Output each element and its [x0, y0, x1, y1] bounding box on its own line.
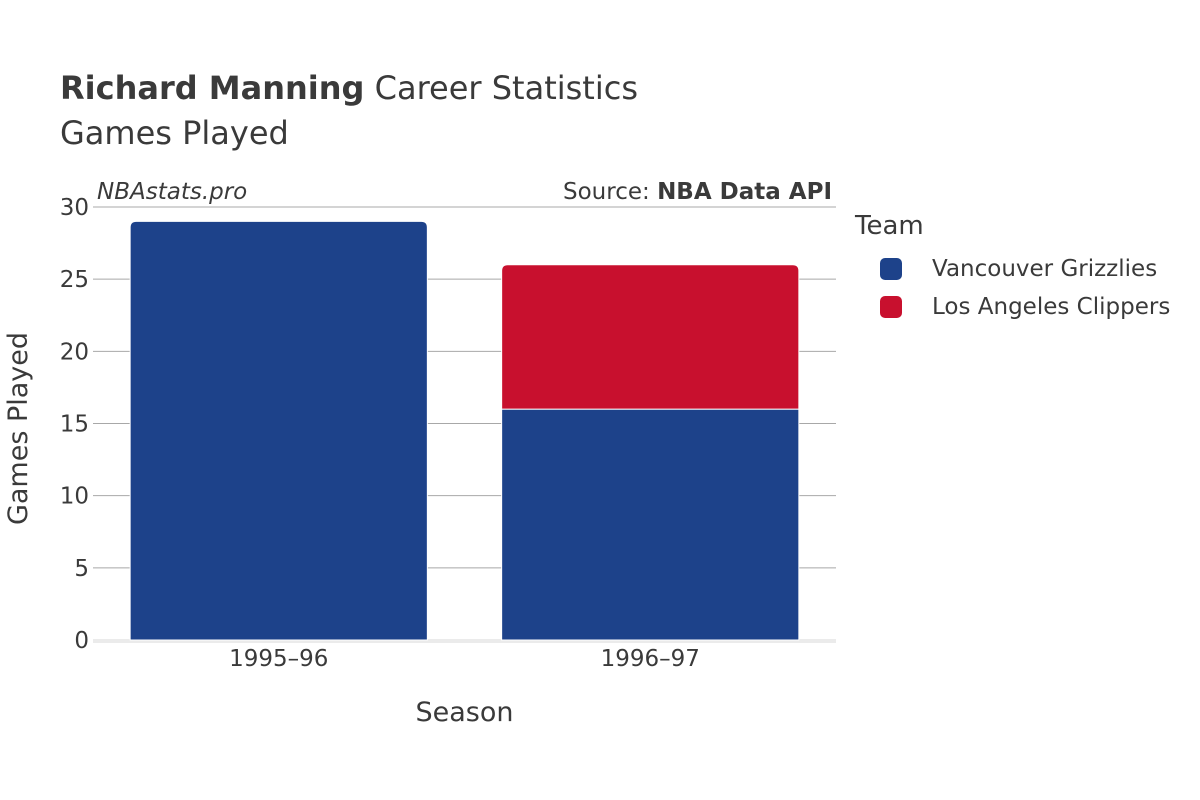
x-tick-label: 1995–96: [229, 646, 328, 672]
chart-subtitle: Games Played: [60, 114, 289, 152]
x-axis-baseline: [93, 639, 836, 643]
legend-label: Vancouver Grizzlies: [932, 256, 1158, 282]
source-prefix: Source:: [563, 179, 657, 205]
watermark: NBAstats.pro: [97, 179, 247, 205]
legend-title: Team: [855, 211, 924, 241]
legend: Team Vancouver Grizzlies Los Angeles Cli…: [855, 208, 1170, 326]
source-name: NBA Data API: [657, 179, 832, 205]
player-name: Richard Manning: [60, 69, 365, 107]
y-tick-label: 20: [60, 339, 89, 365]
title-suffix: Career Statistics: [374, 69, 638, 107]
y-tick-label: 15: [60, 412, 89, 438]
bar-vancouver-grizzlies: [129, 220, 428, 641]
legend-label: Los Angeles Clippers: [932, 294, 1171, 320]
y-tick-label: 5: [74, 556, 89, 582]
x-tick-label: 1996–97: [601, 646, 700, 672]
bar-los-angeles-clippers: [501, 264, 800, 410]
bar-vancouver-grizzlies: [501, 408, 800, 641]
legend-item-vancouver-grizzlies[interactable]: Vancouver Grizzlies: [855, 250, 1170, 288]
legend-item-los-angeles-clippers[interactable]: Los Angeles Clippers: [855, 288, 1170, 326]
legend-swatch-los-angeles-clippers: [880, 296, 902, 318]
y-axis-title: Games Played: [3, 332, 34, 525]
y-tick-label: 25: [60, 267, 89, 293]
y-tick-label: 0: [74, 628, 89, 654]
y-tick-label: 10: [60, 484, 89, 510]
x-axis-title: Season: [416, 697, 514, 728]
legend-swatch-vancouver-grizzlies: [880, 258, 902, 280]
y-tick-label: 30: [60, 195, 89, 221]
chart-title: Richard Manning Career Statistics: [60, 68, 638, 108]
source-label: Source: NBA Data API: [563, 179, 832, 205]
